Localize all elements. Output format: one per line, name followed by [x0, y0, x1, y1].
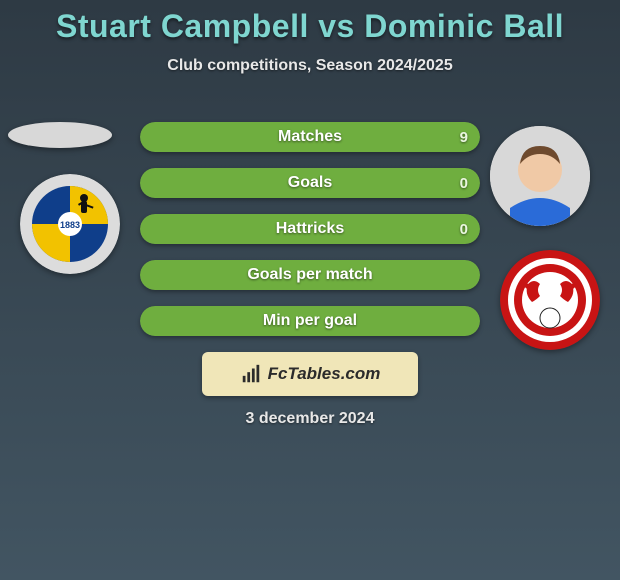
- subtitle: Club competitions, Season 2024/2025: [0, 57, 620, 75]
- bar-chart-icon: [240, 363, 262, 385]
- watermark-text: FcTables.com: [268, 364, 381, 384]
- stat-label: Goals: [140, 168, 480, 198]
- stat-right-value: 0: [460, 168, 468, 198]
- stat-label: Hattricks: [140, 214, 480, 244]
- svg-text:1883: 1883: [60, 220, 80, 230]
- page-title: Stuart Campbell vs Dominic Ball: [0, 0, 620, 45]
- player2-name: Dominic Ball: [364, 8, 564, 44]
- player1-club-crest: 1883: [20, 174, 120, 274]
- stat-row-goals-per-match: Goals per match: [140, 260, 480, 290]
- stat-row-hattricks: Hattricks 0: [140, 214, 480, 244]
- stat-row-matches: Matches 9: [140, 122, 480, 152]
- stat-right-value: 0: [460, 214, 468, 244]
- comparison-card: Stuart Campbell vs Dominic Ball Club com…: [0, 0, 620, 580]
- player1-avatar: [8, 122, 112, 148]
- stat-bars: Matches 9 Goals 0 Hattricks 0 Goals per …: [140, 122, 480, 352]
- stat-right-value: 9: [460, 122, 468, 152]
- watermark: FcTables.com: [202, 352, 418, 396]
- stat-row-goals: Goals 0: [140, 168, 480, 198]
- vs-text: vs: [309, 8, 364, 44]
- player2-club-crest: [500, 250, 600, 350]
- stat-row-min-per-goal: Min per goal: [140, 306, 480, 336]
- player2-avatar: [490, 126, 590, 226]
- date-text: 3 december 2024: [0, 410, 620, 428]
- stat-label: Min per goal: [140, 306, 480, 336]
- stat-label: Matches: [140, 122, 480, 152]
- player1-name: Stuart Campbell: [56, 8, 309, 44]
- stat-label: Goals per match: [140, 260, 480, 290]
